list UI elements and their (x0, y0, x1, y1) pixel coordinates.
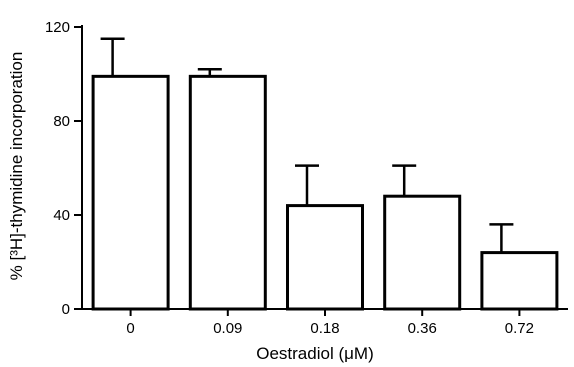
x-tick-label: 0.18 (310, 320, 339, 337)
bar (480, 251, 559, 311)
x-tick-label: 0.36 (408, 320, 437, 337)
bar (91, 74, 170, 311)
x-axis-label: Oestradiol (μM) (256, 344, 373, 363)
chart-marks (91, 37, 559, 311)
x-tick-label: 0 (126, 320, 134, 337)
y-tick-label: 120 (45, 19, 70, 36)
x-axis-ticks: 0 0.09 0.18 0.36 0.72 (126, 309, 534, 337)
bar (383, 194, 462, 311)
bar (188, 74, 267, 311)
y-tick-label: 40 (53, 207, 70, 224)
y-axis-ticks: 0 40 80 120 (45, 19, 82, 318)
x-tick-label: 0.09 (213, 320, 242, 337)
bar (286, 204, 364, 311)
x-tick-label: 0.72 (505, 320, 534, 337)
y-tick-label: 0 (62, 301, 70, 318)
y-axis-label: % [³H]-thymidine incorporation (7, 52, 26, 281)
y-tick-label: 80 (53, 113, 70, 130)
